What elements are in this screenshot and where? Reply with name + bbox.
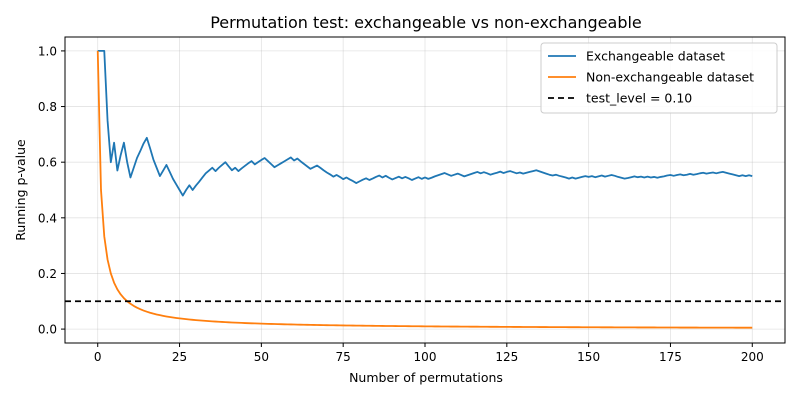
chart-title: Permutation test: exchangeable vs non-ex… [210,13,642,32]
x-tick-label: 125 [495,350,518,364]
x-tick-label: 50 [254,350,269,364]
y-tick-label: 0.8 [38,100,57,114]
legend-label-exchangeable: Exchangeable dataset [586,49,725,64]
legend-label-test-level: test_level = 0.10 [586,91,692,106]
x-tick-label: 100 [414,350,437,364]
x-tick-label: 200 [741,350,764,364]
x-tick-label: 0 [94,350,102,364]
plot-area [65,50,785,329]
x-axis-label: Number of permutations [349,370,503,385]
legend-box [540,42,778,114]
y-tick-label: 0.4 [38,211,57,225]
y-axis-label: Running p-value [13,139,28,241]
y-tick-label: 0.0 [38,323,57,337]
x-axis-ticks: 0 25 50 75 100 125 150 175 200 [94,343,764,364]
legend: Exchangeable dataset Non-exchangeable da… [540,42,778,114]
x-tick-label: 25 [172,350,187,364]
legend-label-non-exchangeable: Non-exchangeable dataset [586,70,754,85]
x-tick-label: 150 [577,350,600,364]
series-line-non-exchangeable [96,50,753,329]
y-axis-ticks: 0.0 0.2 0.4 0.6 0.8 1.0 [38,44,65,337]
series-line-exchangeable [97,50,753,197]
x-tick-label: 175 [659,350,682,364]
x-tick-label: 75 [336,350,351,364]
y-tick-label: 0.2 [38,267,57,281]
y-tick-label: 1.0 [38,44,57,58]
y-tick-label: 0.6 [38,156,57,170]
